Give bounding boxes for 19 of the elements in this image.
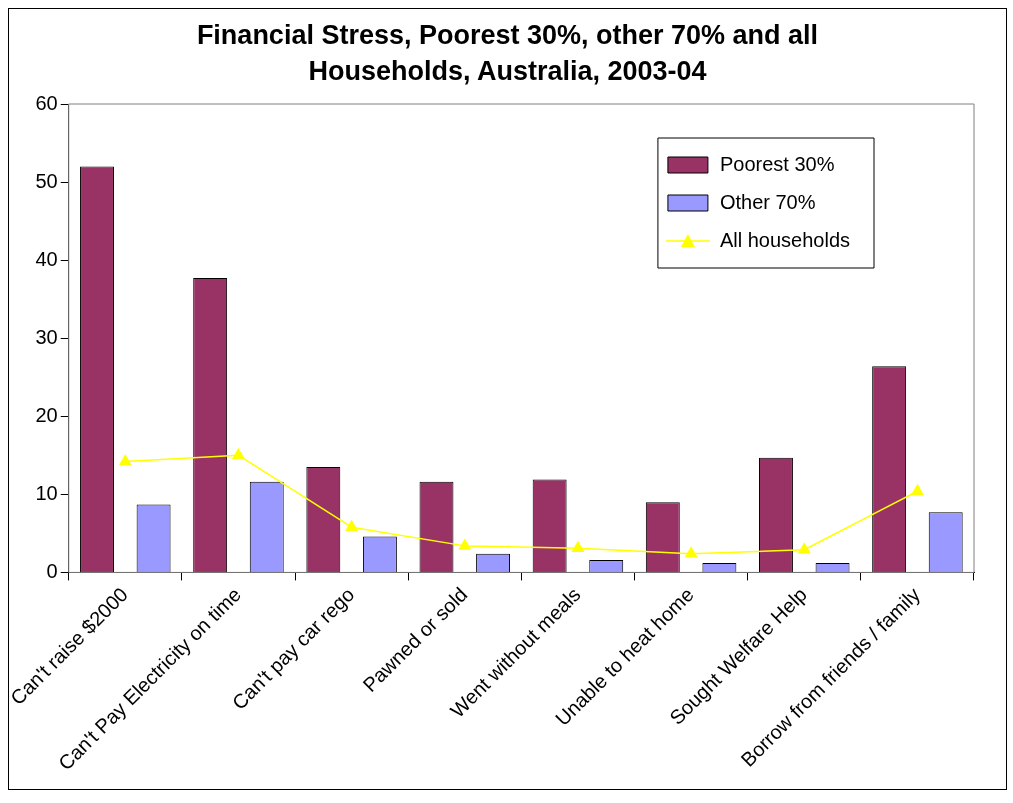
legend-label: Other 70% [719, 190, 816, 213]
legend-label: Poorest 30% [719, 152, 835, 175]
point [345, 520, 358, 531]
y-tick-label: 60 [35, 91, 58, 114]
point [911, 484, 924, 495]
point [798, 543, 811, 554]
y-tick-label: 30 [35, 325, 58, 348]
point [232, 448, 245, 460]
chart-title: Financial Stress, Poorest 30%, other 70% and all Households, Australia, 2003-04 [195, 19, 820, 88]
y-tick-label: 10 [35, 481, 58, 504]
legend-label: All households [719, 228, 851, 251]
y-tick-label: 50 [35, 169, 58, 192]
point [685, 546, 698, 558]
point [458, 539, 471, 550]
y-tick-label: 40 [35, 247, 58, 270]
y-tick-label: 20 [35, 403, 58, 426]
point [119, 454, 132, 466]
y-tick-label: 0 [46, 559, 58, 582]
point [571, 541, 584, 552]
